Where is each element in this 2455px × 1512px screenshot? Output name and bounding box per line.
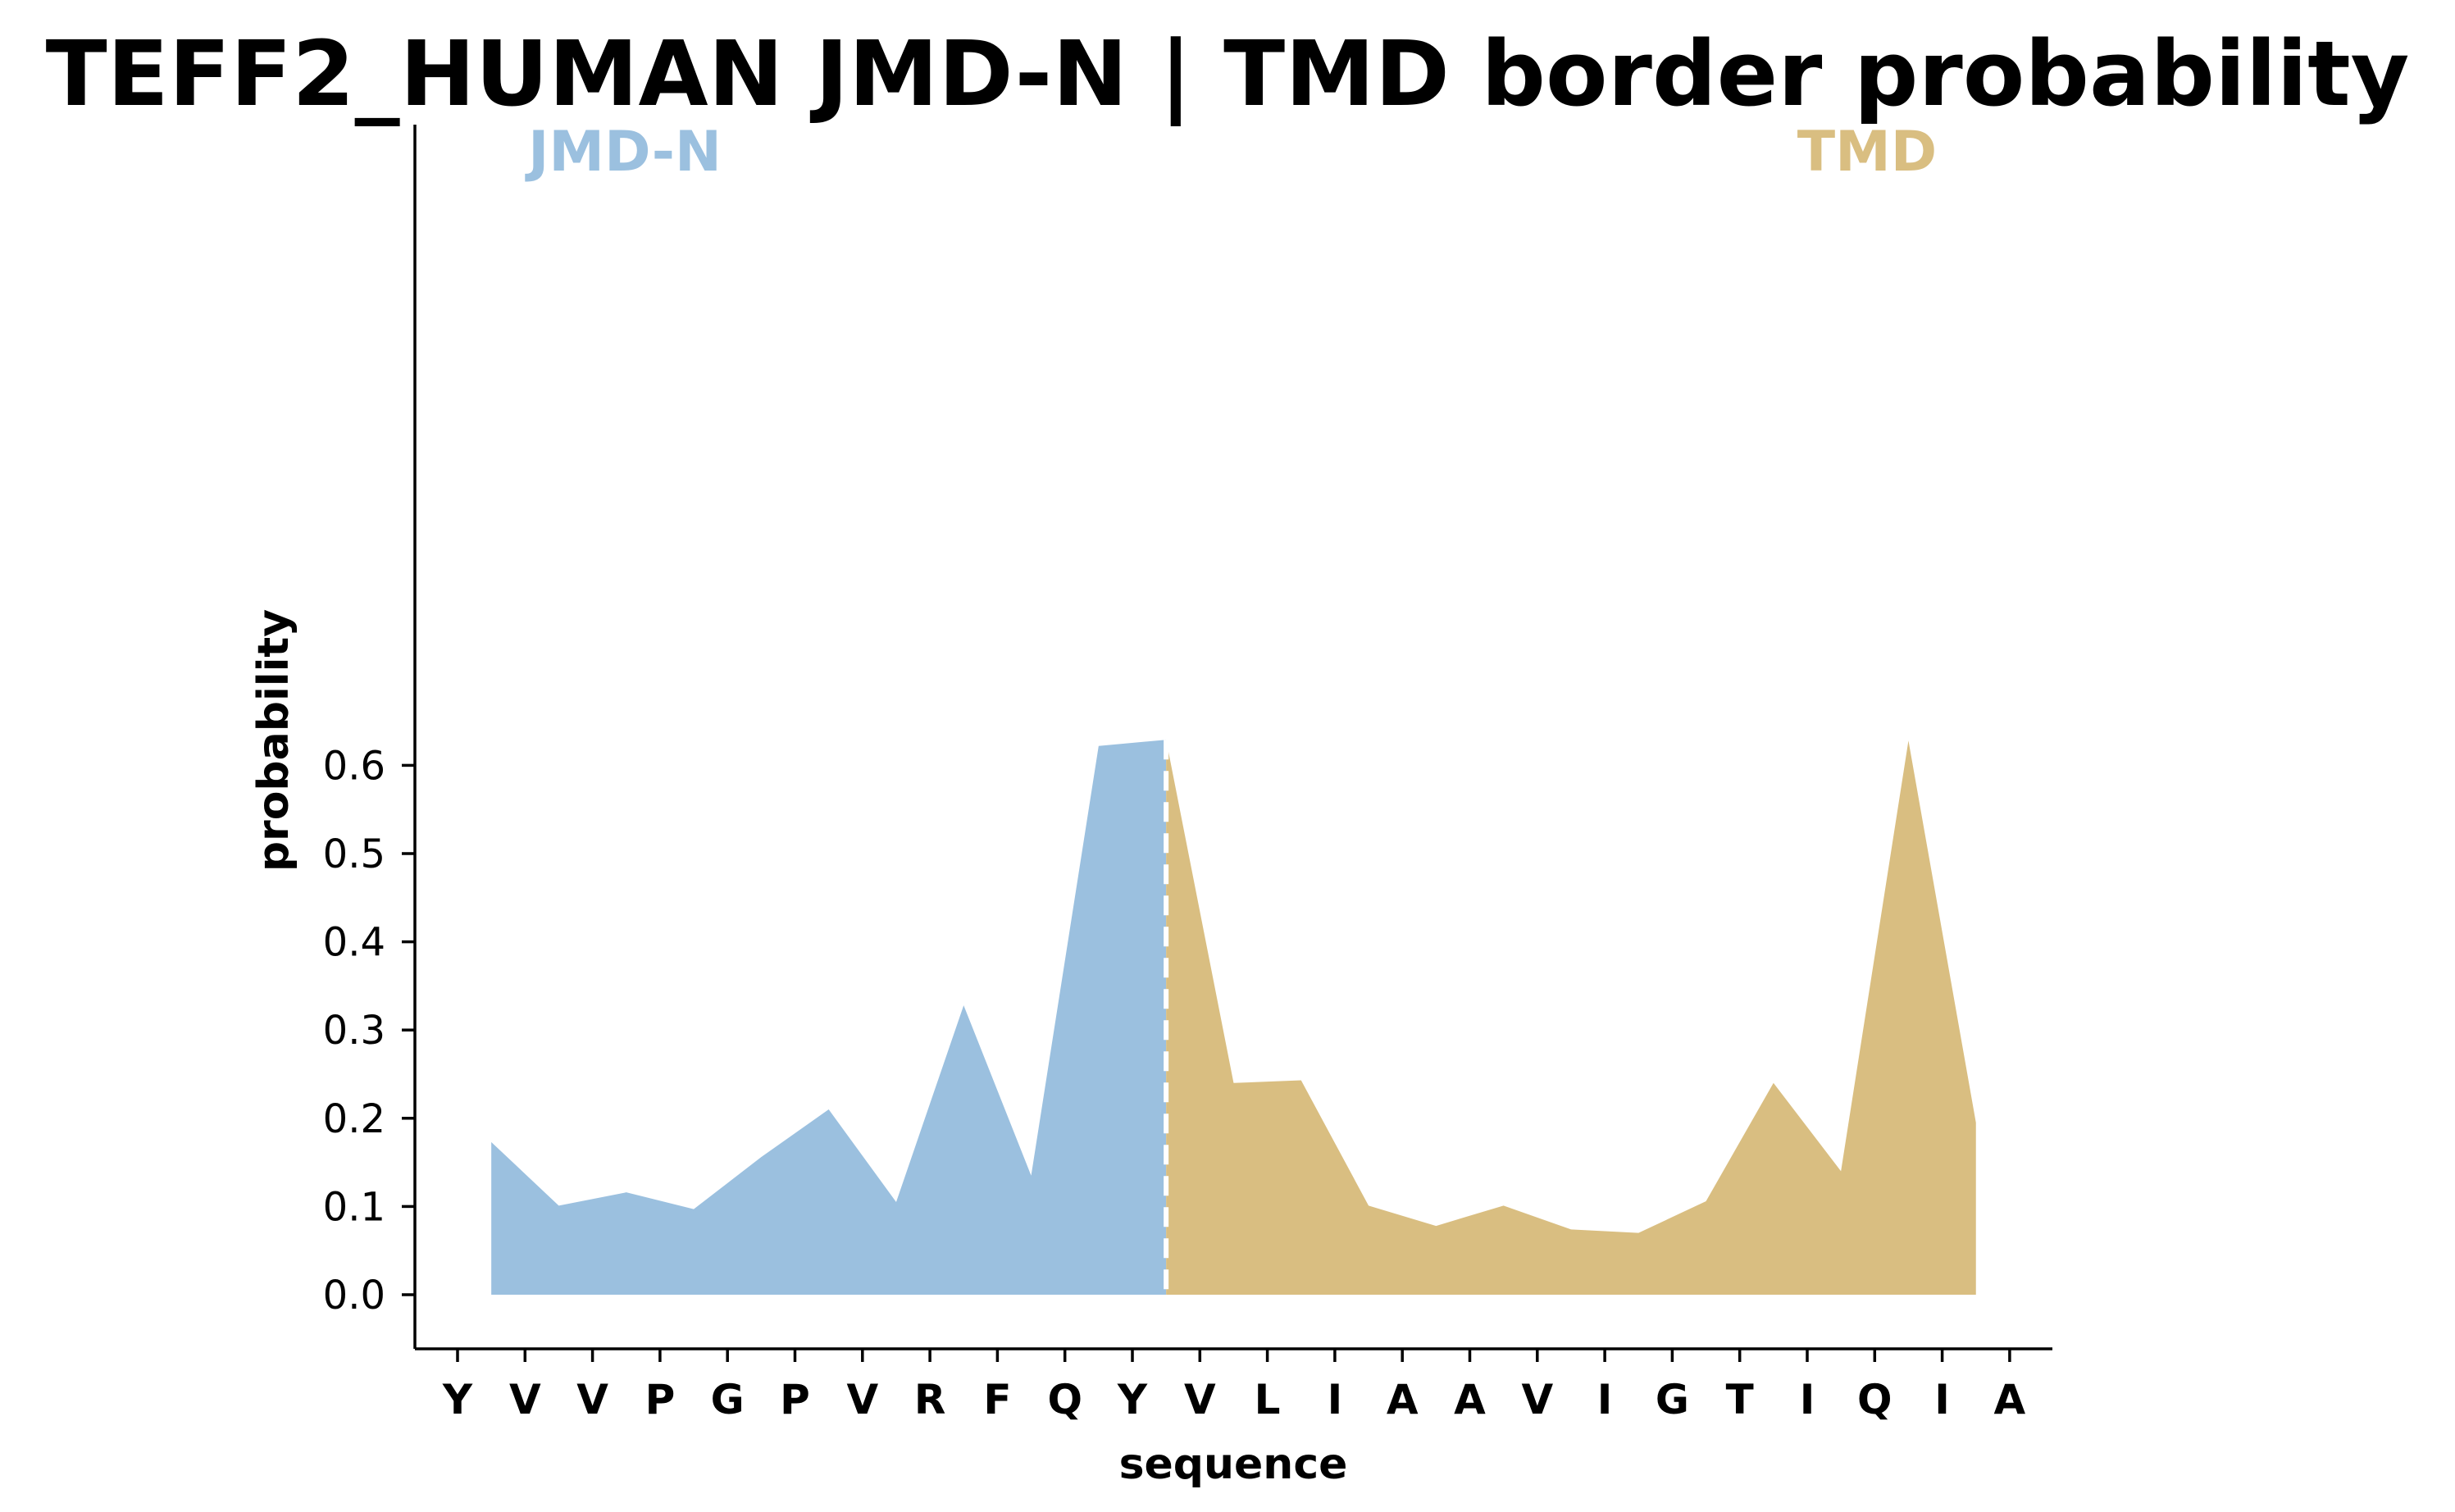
x-tick-label: I bbox=[1328, 1376, 1343, 1423]
x-tick-label: Y bbox=[442, 1376, 473, 1423]
x-tick-label: R bbox=[914, 1376, 946, 1423]
x-tick-label: Y bbox=[1117, 1376, 1148, 1423]
x-tick-label: I bbox=[1934, 1376, 1950, 1423]
x-tick-label: V bbox=[576, 1376, 608, 1423]
x-tick-label: L bbox=[1255, 1376, 1281, 1423]
y-tick-label: 0.2 bbox=[323, 1096, 385, 1142]
x-tick-label: A bbox=[1454, 1376, 1486, 1423]
x-tick-label: V bbox=[1184, 1376, 1216, 1423]
area-jmd-n bbox=[491, 740, 1167, 1295]
x-axis-label: sequence bbox=[1119, 1440, 1348, 1489]
x-tick-label: V bbox=[1521, 1376, 1553, 1423]
area-series-group bbox=[491, 740, 1976, 1295]
y-tick-label: 0.0 bbox=[323, 1273, 385, 1318]
x-tick-label: V bbox=[509, 1376, 541, 1423]
y-axis-label: probability bbox=[249, 609, 298, 872]
chart-title: TEFF2_HUMAN JMD-N | TMD border probabili… bbox=[46, 21, 2410, 127]
x-tick-label: P bbox=[780, 1376, 810, 1423]
x-tick-label: P bbox=[645, 1376, 676, 1423]
x-tick-label: V bbox=[846, 1376, 878, 1423]
x-tick-label: A bbox=[1994, 1376, 2026, 1423]
y-axis-ticks: 0.0 0.1 0.2 0.3 0.4 0.5 0.6 bbox=[323, 743, 415, 1318]
x-tick-label: I bbox=[1597, 1376, 1613, 1423]
x-tick-label: G bbox=[1656, 1376, 1689, 1423]
y-tick-label: 0.4 bbox=[323, 920, 385, 966]
x-tick-label: Q bbox=[1857, 1376, 1892, 1423]
x-tick-label: F bbox=[983, 1376, 1011, 1423]
y-tick-label: 0.6 bbox=[323, 743, 385, 789]
y-tick-label: 0.3 bbox=[323, 1008, 385, 1054]
x-tick-label: T bbox=[1726, 1376, 1754, 1423]
area-tmd bbox=[1166, 740, 1976, 1295]
x-tick-label: G bbox=[711, 1376, 745, 1423]
y-tick-label: 0.5 bbox=[323, 831, 385, 877]
x-tick-label: I bbox=[1800, 1376, 1815, 1423]
region-label-tmd: TMD bbox=[1797, 120, 1938, 184]
x-tick-label: Q bbox=[1047, 1376, 1082, 1423]
x-tick-label: A bbox=[1387, 1376, 1419, 1423]
region-label-jmd-n: JMD-N bbox=[525, 120, 722, 184]
y-tick-label: 0.1 bbox=[323, 1184, 385, 1230]
